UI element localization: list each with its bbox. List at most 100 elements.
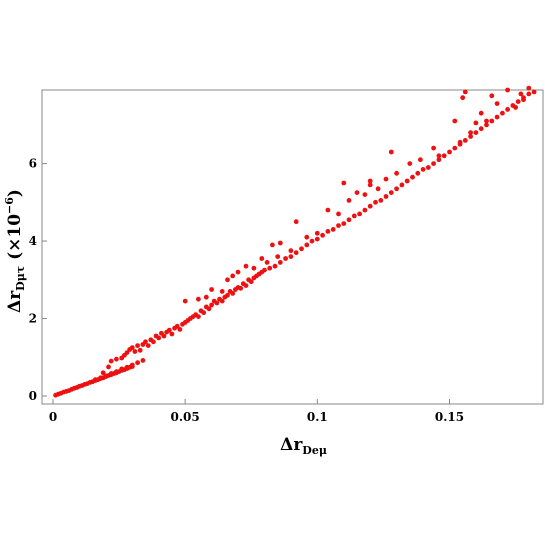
data-point [378, 198, 384, 203]
data-point [114, 356, 119, 362]
data-point [320, 232, 325, 238]
data-point [129, 362, 135, 368]
data-point [92, 377, 98, 383]
data-point [277, 240, 283, 246]
data-point [293, 250, 299, 256]
data-point [518, 91, 524, 97]
data-point [388, 149, 394, 155]
data-point [354, 190, 360, 196]
data-point [494, 114, 500, 120]
data-point [248, 279, 254, 285]
data-point [314, 236, 320, 242]
data-point [137, 347, 143, 353]
data-point [135, 343, 141, 348]
data-point [98, 375, 103, 381]
data-point [431, 145, 436, 151]
data-point [420, 167, 426, 172]
y-axis-title-suffix: (×10 [5, 214, 25, 266]
data-point [251, 265, 257, 271]
x-tick-label: 0.1 [307, 410, 328, 424]
data-point [114, 369, 119, 374]
data-point [362, 207, 368, 213]
data-point [462, 89, 468, 95]
data-point [473, 130, 479, 136]
x-axis-title-subscript: Deμ [302, 444, 327, 457]
data-point [489, 118, 495, 124]
data-point [484, 118, 489, 124]
data-point [235, 269, 241, 275]
data-point [161, 333, 167, 339]
data-point [108, 371, 114, 376]
data-point [457, 139, 463, 145]
data-point [341, 221, 347, 227]
data-point [166, 327, 172, 333]
data-point [293, 219, 299, 225]
data-point [277, 260, 283, 265]
data-point [132, 349, 138, 354]
data-point [500, 110, 505, 116]
y-axis-title-close: ) [5, 189, 25, 197]
data-point [174, 323, 180, 329]
data-point [225, 292, 230, 298]
data-point [264, 260, 270, 265]
data-point [243, 263, 249, 269]
data-point [169, 331, 175, 337]
data-point [346, 217, 352, 223]
data-point [325, 207, 331, 213]
data-point [357, 211, 362, 217]
data-point [373, 199, 378, 205]
data-point [375, 186, 381, 192]
data-point [209, 287, 215, 292]
data-point [425, 165, 431, 170]
data-point [367, 178, 373, 184]
data-point [124, 364, 130, 370]
data-point [436, 157, 442, 163]
data-point [140, 358, 146, 363]
data-point [341, 180, 347, 186]
data-point [468, 130, 473, 136]
data-point [143, 339, 148, 345]
data-points [53, 85, 537, 398]
data-point [418, 157, 423, 163]
data-point [243, 283, 249, 288]
y-axis-title: ΔrDμτ (×10−6) [3, 189, 27, 313]
data-point [388, 190, 394, 196]
data-point [103, 373, 109, 379]
data-point [526, 91, 532, 97]
x-tick-label: 0.05 [171, 410, 200, 424]
data-point [452, 118, 458, 124]
data-point [513, 105, 518, 110]
axis-ticks: 0 0.05 0.1 0.15 0 2 4 6 [29, 157, 464, 424]
data-point [238, 285, 244, 291]
data-point [230, 273, 236, 279]
data-point [526, 85, 532, 91]
y-tick-label: 0 [29, 389, 37, 403]
data-point [304, 234, 310, 240]
x-axis-title: ΔrDeμ [280, 435, 327, 457]
x-axis-title-main: Δr [280, 435, 303, 455]
data-point [494, 101, 500, 106]
data-point [288, 248, 294, 254]
y-axis-title-subscript: Dμτ [14, 266, 27, 291]
data-point [108, 358, 114, 364]
data-point [415, 170, 421, 176]
data-point [447, 149, 452, 155]
y-axis-title-main: Δr [5, 290, 25, 313]
data-point [336, 211, 341, 217]
data-point [460, 95, 466, 101]
data-point [367, 203, 373, 209]
plot-frame [41, 89, 544, 405]
data-point [431, 161, 436, 167]
data-point [230, 291, 236, 296]
data-point [394, 186, 399, 192]
data-point [299, 246, 304, 252]
data-point [259, 256, 265, 261]
data-point [201, 310, 207, 316]
data-point [270, 242, 275, 248]
data-point [262, 267, 267, 273]
data-point [129, 345, 135, 350]
data-point [119, 366, 125, 372]
data-point [214, 300, 220, 306]
data-point [489, 93, 495, 99]
data-point [135, 360, 141, 366]
